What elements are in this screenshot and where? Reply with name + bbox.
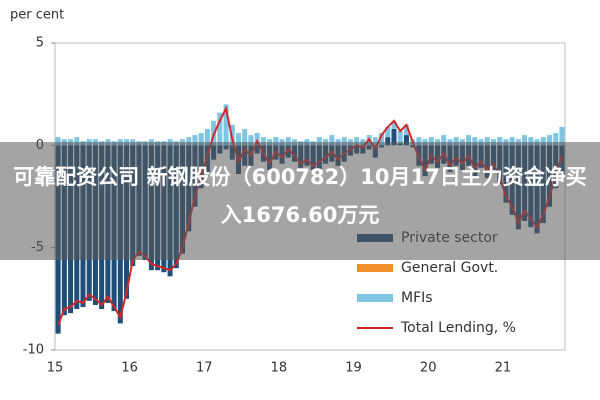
bar — [509, 137, 515, 146]
legend-label: MFIs — [401, 290, 433, 306]
bar — [74, 137, 80, 146]
bar — [260, 137, 266, 146]
x-tick-label: 20 — [420, 361, 437, 376]
bar — [397, 131, 403, 144]
bar — [223, 104, 229, 146]
bar — [273, 137, 279, 146]
bar — [497, 137, 503, 146]
bar — [540, 137, 546, 146]
bar — [55, 137, 61, 146]
x-tick-label: 15 — [47, 361, 64, 376]
y-axis-label: per cent — [10, 8, 64, 23]
bar — [379, 133, 385, 146]
bar — [528, 137, 534, 146]
bar — [522, 135, 528, 146]
x-tick-label: 18 — [271, 361, 288, 376]
bar — [186, 137, 192, 146]
bar — [553, 133, 559, 146]
bar — [428, 137, 434, 146]
bar — [329, 135, 335, 146]
x-tick-label: 16 — [121, 361, 138, 376]
bar — [391, 128, 397, 146]
bar — [385, 137, 391, 146]
bar — [242, 128, 248, 146]
bar — [217, 112, 223, 146]
bar — [403, 135, 409, 146]
bar — [472, 137, 478, 146]
bar — [204, 128, 210, 146]
bar — [416, 137, 422, 146]
bar — [192, 135, 198, 146]
y-tick-label: -10 — [23, 343, 44, 358]
x-tick-label: 19 — [345, 361, 362, 376]
bar — [235, 133, 241, 146]
legend-swatch — [357, 264, 393, 272]
bar — [391, 120, 397, 129]
bar — [385, 126, 391, 138]
bar — [484, 137, 490, 146]
bar — [546, 135, 552, 146]
bar — [466, 135, 472, 146]
legend-label: Total Lending, % — [400, 320, 516, 336]
bar — [341, 137, 347, 146]
bar — [354, 137, 360, 146]
legend-label: General Govt. — [401, 260, 498, 276]
overlay-text: 可靠配资公司 新钢股份（600782）10月17日主力资金净买入1676.60万… — [13, 165, 587, 227]
bar — [453, 137, 459, 146]
x-tick-label: 21 — [495, 361, 512, 376]
x-tick-label: 17 — [196, 361, 213, 376]
overlay-band — [0, 142, 600, 260]
bar — [403, 124, 409, 136]
bar — [372, 137, 378, 146]
bar — [316, 137, 322, 146]
bar — [248, 135, 254, 146]
bar — [559, 126, 565, 146]
bar — [198, 133, 204, 146]
bar — [285, 137, 291, 146]
legend-swatch — [357, 294, 393, 302]
y-tick-label: 5 — [36, 36, 44, 51]
bar — [441, 135, 447, 146]
